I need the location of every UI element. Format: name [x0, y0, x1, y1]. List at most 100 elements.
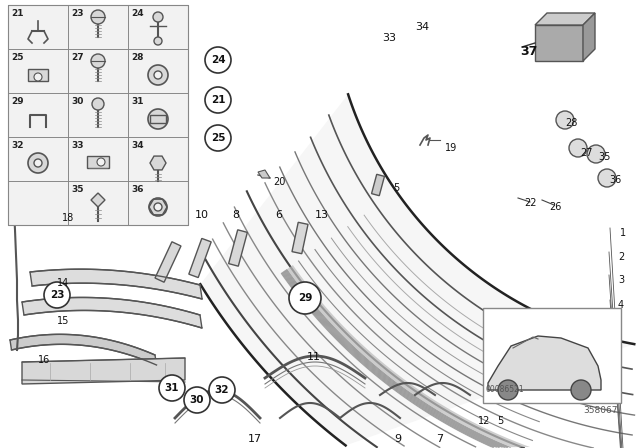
Polygon shape	[155, 242, 181, 282]
Circle shape	[154, 37, 162, 45]
Polygon shape	[200, 95, 634, 445]
Text: 27: 27	[580, 148, 593, 158]
Circle shape	[28, 153, 48, 173]
Circle shape	[91, 54, 105, 68]
Text: 35: 35	[71, 185, 83, 194]
Circle shape	[91, 10, 105, 24]
Text: 30: 30	[189, 395, 204, 405]
Text: 2: 2	[618, 252, 624, 262]
Circle shape	[571, 380, 591, 400]
Polygon shape	[258, 170, 270, 178]
Polygon shape	[91, 193, 105, 207]
Circle shape	[149, 198, 167, 216]
Circle shape	[34, 159, 42, 167]
Text: 15: 15	[57, 316, 69, 326]
Polygon shape	[30, 269, 202, 299]
Polygon shape	[150, 156, 166, 170]
Circle shape	[184, 387, 210, 413]
Circle shape	[289, 282, 321, 314]
Circle shape	[44, 282, 70, 308]
Bar	[483, 308, 621, 403]
Text: 25: 25	[11, 53, 24, 62]
Text: 8: 8	[232, 210, 239, 220]
Polygon shape	[87, 156, 109, 168]
Text: 00086521: 00086521	[486, 385, 525, 394]
Text: 36: 36	[609, 175, 621, 185]
Circle shape	[498, 380, 518, 400]
Circle shape	[598, 169, 616, 187]
Text: 37: 37	[520, 45, 538, 58]
Polygon shape	[372, 174, 385, 196]
Text: 5: 5	[497, 416, 503, 426]
Polygon shape	[280, 265, 530, 447]
Text: 7: 7	[436, 434, 443, 444]
Text: 22: 22	[524, 198, 536, 208]
Text: 34: 34	[415, 22, 429, 32]
Circle shape	[92, 98, 104, 110]
Text: 14: 14	[57, 278, 69, 288]
Circle shape	[587, 145, 605, 163]
Polygon shape	[535, 13, 595, 25]
Text: 23: 23	[71, 9, 83, 18]
Text: 6: 6	[275, 210, 282, 220]
Text: 20: 20	[273, 177, 285, 187]
Text: 28: 28	[565, 118, 577, 128]
Circle shape	[205, 87, 231, 113]
Text: 10: 10	[195, 210, 209, 220]
Text: 36: 36	[131, 185, 143, 194]
Circle shape	[154, 71, 162, 79]
Bar	[535, 25, 583, 61]
Text: 9: 9	[394, 434, 401, 444]
Circle shape	[556, 111, 574, 129]
Circle shape	[153, 12, 163, 22]
Text: 21: 21	[211, 95, 225, 105]
Circle shape	[148, 109, 168, 129]
Text: 30: 30	[71, 97, 83, 106]
Polygon shape	[189, 238, 211, 278]
Text: 33: 33	[71, 141, 83, 150]
Text: 29: 29	[298, 293, 312, 303]
Text: 21: 21	[11, 9, 24, 18]
Circle shape	[205, 47, 231, 73]
Circle shape	[154, 203, 162, 211]
Polygon shape	[488, 336, 601, 390]
Text: 29: 29	[11, 97, 24, 106]
Polygon shape	[22, 358, 185, 384]
Circle shape	[569, 139, 587, 157]
Text: 5: 5	[393, 183, 399, 193]
Text: 31: 31	[164, 383, 179, 393]
Text: 24: 24	[211, 55, 225, 65]
Text: 18: 18	[62, 213, 74, 223]
Circle shape	[34, 73, 42, 81]
Text: 24: 24	[131, 9, 143, 18]
Polygon shape	[292, 222, 308, 254]
Circle shape	[159, 375, 185, 401]
Text: 33: 33	[382, 33, 396, 43]
Circle shape	[205, 125, 231, 151]
Text: 23: 23	[50, 290, 64, 300]
Polygon shape	[22, 297, 202, 328]
Text: 35: 35	[598, 152, 611, 162]
Text: 13: 13	[315, 210, 329, 220]
Text: 34: 34	[131, 141, 143, 150]
Text: 31: 31	[131, 97, 143, 106]
Circle shape	[97, 158, 105, 166]
Polygon shape	[228, 230, 247, 266]
Polygon shape	[583, 13, 595, 61]
Bar	[8, 5, 188, 225]
Text: 19: 19	[445, 143, 457, 153]
Text: 32: 32	[215, 385, 229, 395]
Bar	[150, 115, 166, 123]
Text: 11: 11	[307, 352, 321, 362]
Text: 1: 1	[620, 228, 626, 238]
Circle shape	[209, 377, 235, 403]
Text: 3: 3	[618, 275, 624, 285]
Circle shape	[148, 65, 168, 85]
Text: 32: 32	[11, 141, 24, 150]
Text: 12: 12	[478, 416, 490, 426]
Text: 25: 25	[211, 133, 225, 143]
Text: 4: 4	[618, 300, 624, 310]
Text: 16: 16	[38, 355, 51, 365]
Polygon shape	[10, 334, 157, 365]
Text: 17: 17	[248, 434, 262, 444]
